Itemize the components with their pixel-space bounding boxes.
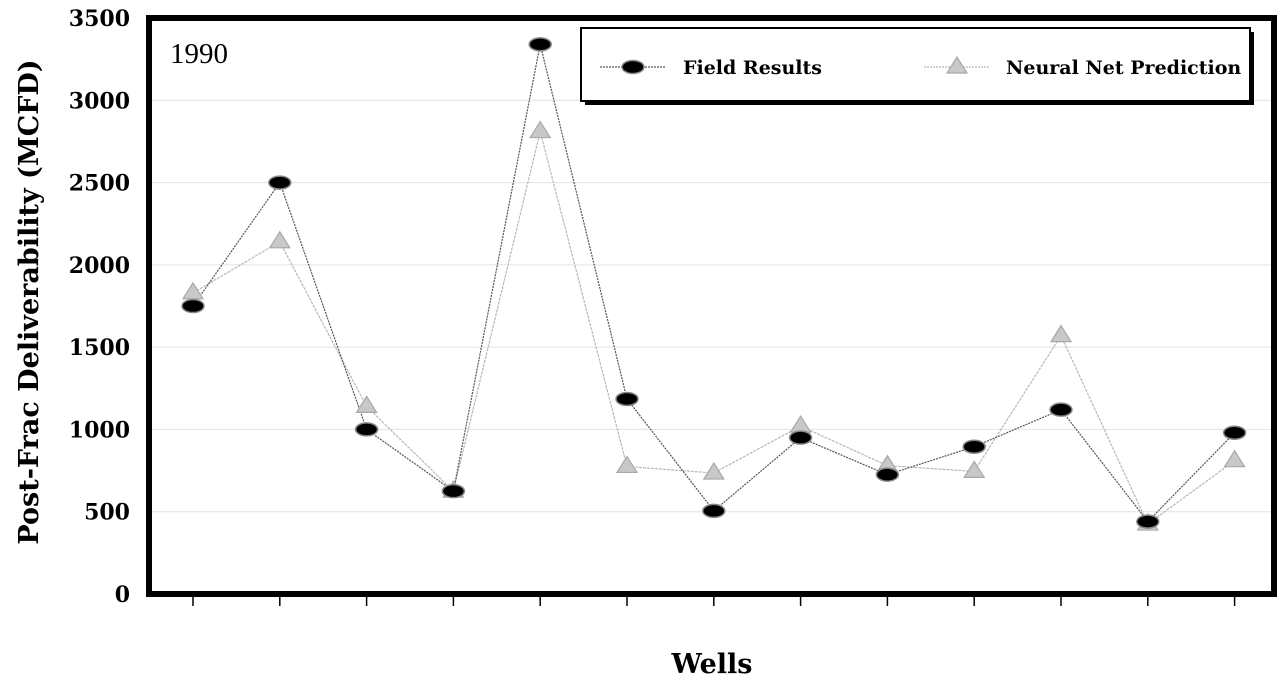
prediction-point — [615, 455, 639, 474]
field-result-point — [1049, 402, 1073, 417]
prediction-point — [268, 230, 291, 249]
legend-marker — [945, 55, 969, 74]
field-result-point — [875, 467, 900, 482]
gridlines — [149, 99, 1274, 513]
series-markers — [181, 37, 1247, 531]
series-line — [192, 44, 1236, 523]
plot-frame — [146, 15, 1277, 597]
y-tick-labels: 0 500 1000 1500 2000 2500 3000 3500 — [69, 6, 130, 608]
y-tick-label: 1000 — [69, 417, 130, 443]
y-tick-label: 3500 — [69, 6, 130, 32]
legend-label: Field Results — [683, 57, 822, 79]
field-result-point — [268, 175, 292, 190]
field-result-point — [181, 298, 205, 314]
prediction-point — [355, 395, 378, 413]
field-result-point — [962, 439, 986, 454]
y-tick-label: 500 — [84, 500, 130, 526]
prediction-point — [1223, 449, 1246, 468]
y-tick-label: 2500 — [69, 171, 130, 197]
field-result-point — [788, 430, 813, 445]
field-result-point — [702, 503, 726, 519]
y-tick-label: 2000 — [69, 253, 130, 279]
x-axis-title: Wells — [670, 649, 752, 680]
field-result-point — [528, 37, 552, 52]
legend-items: Field Results Neural Net Prediction — [600, 55, 1241, 79]
field-result-point — [354, 422, 379, 437]
field-result-point — [1136, 514, 1160, 529]
prediction-point — [529, 120, 552, 139]
prediction-point — [1049, 324, 1073, 343]
y-tick-label: 3000 — [69, 88, 130, 114]
series-lines — [192, 44, 1236, 525]
prediction-point — [963, 460, 986, 478]
field-result-point — [1222, 425, 1247, 440]
prediction-point — [702, 461, 725, 480]
y-axis-title: Post-Frac Deliverability (MCFD) — [14, 59, 45, 544]
y-tick-label: 0 — [115, 582, 130, 608]
legend-marker — [621, 59, 645, 75]
legend-label: Neural Net Prediction — [1006, 57, 1241, 79]
year-annotation: 1990 — [170, 38, 228, 70]
y-tick-label: 1500 — [69, 335, 130, 361]
prediction-point — [181, 281, 205, 300]
field-result-point — [441, 483, 466, 499]
legend-box — [580, 27, 1251, 102]
field-result-point — [615, 391, 639, 407]
prediction-point — [789, 415, 812, 433]
legend: Field Results Neural Net Prediction — [580, 27, 1254, 105]
